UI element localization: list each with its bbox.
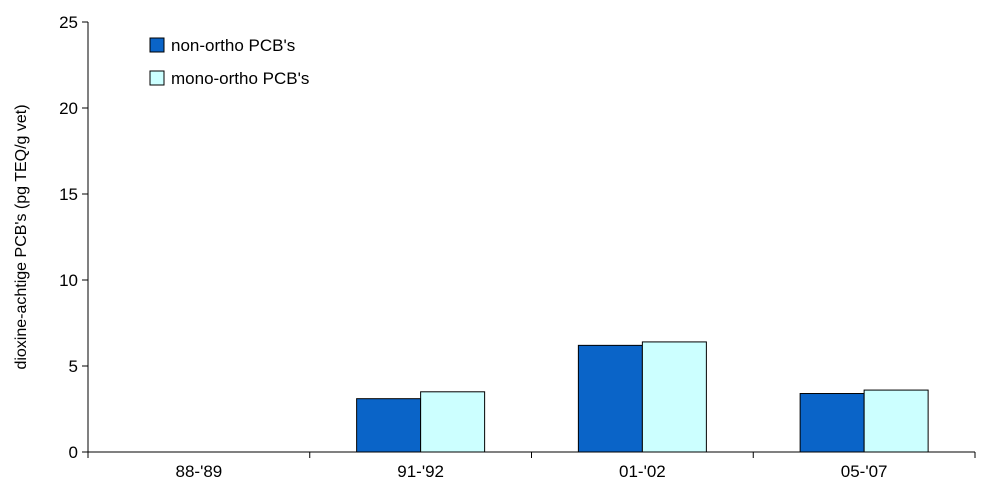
bar-mono-ortho-2 xyxy=(641,341,707,453)
y-tick-label: 10 xyxy=(59,271,78,290)
legend-swatch xyxy=(149,37,165,53)
bar-mono-ortho-1 xyxy=(420,391,486,453)
y-axis-title: dioxine-achtige PCB's (pg TEQ/g vet) xyxy=(13,104,30,369)
plot-area: 0 5 10 15 20 25 88-'89 91-'92 01-'02 05-'07 xyxy=(59,13,976,481)
bar-mono-ortho-3 xyxy=(863,389,929,453)
bar-non-ortho-1 xyxy=(356,398,422,453)
legend-label: mono-ortho PCB's xyxy=(171,69,309,88)
y-tick-label: 20 xyxy=(59,99,78,118)
x-tick-label: 05-'07 xyxy=(841,462,888,481)
y-tick-label: 5 xyxy=(69,357,78,376)
x-tick-label: 01-'02 xyxy=(619,462,666,481)
y-tick-label: 25 xyxy=(59,13,78,32)
bar-non-ortho-2 xyxy=(577,344,643,453)
x-tick-label: 88-'89 xyxy=(176,462,223,481)
x-tick-label: 91-'92 xyxy=(397,462,444,481)
legend: non-ortho PCB's mono-ortho PCB's xyxy=(149,36,309,88)
y-tick-label: 15 xyxy=(59,185,78,204)
y-tick-label: 0 xyxy=(69,443,78,462)
legend-swatch xyxy=(149,70,165,86)
legend-label: non-ortho PCB's xyxy=(171,36,295,55)
bar-non-ortho-3 xyxy=(799,393,865,453)
